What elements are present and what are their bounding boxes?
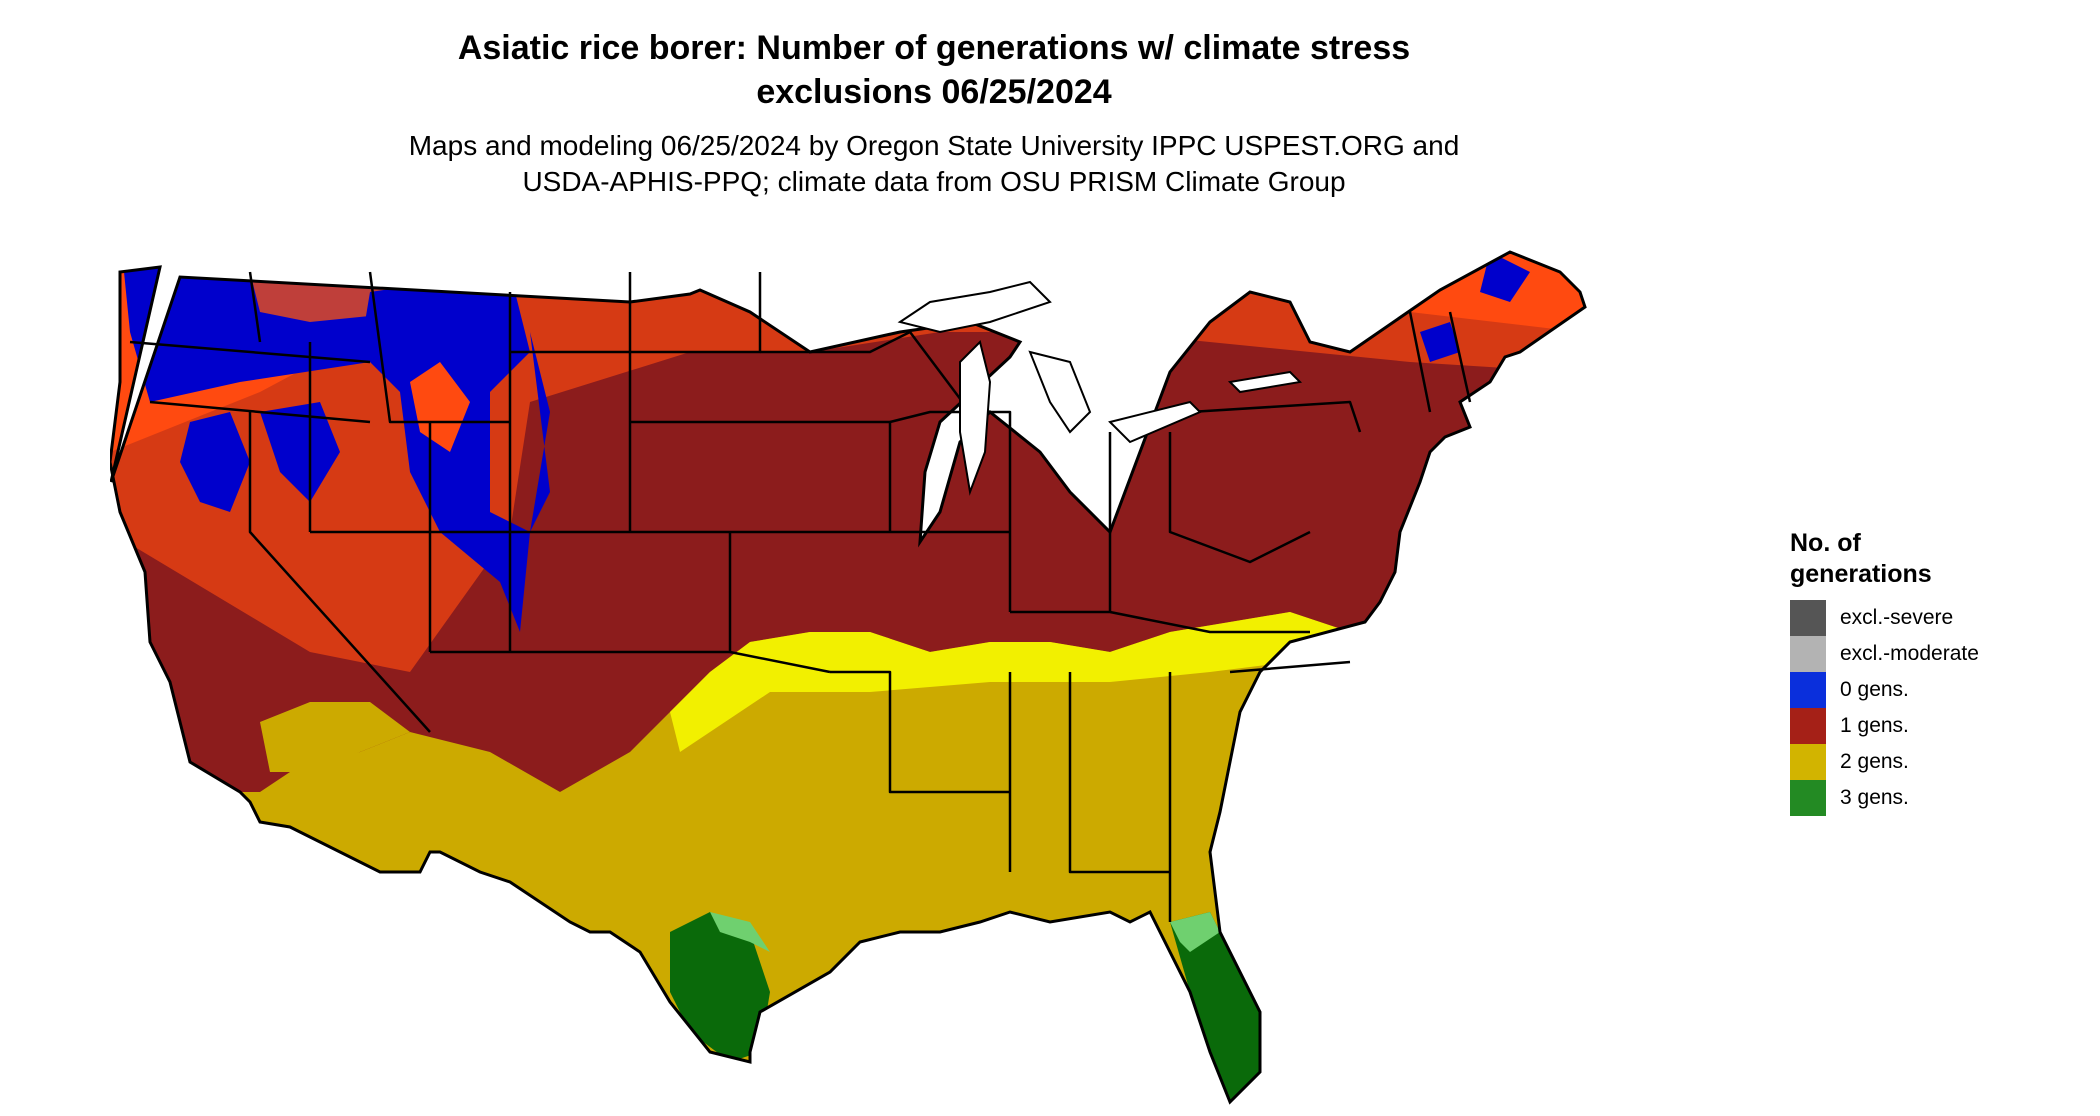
zone-0-gen-maine	[1480, 252, 1530, 302]
lake-superior	[897, 280, 1052, 334]
map-subtitle-line1: Maps and modeling 06/25/2024 by Oregon S…	[408, 130, 1460, 161]
border-wa-id	[248, 271, 262, 343]
border-ca-nv	[248, 412, 431, 733]
border-ar-la	[830, 670, 1010, 794]
legend-label-0-gens: 0 gens.	[1840, 678, 1909, 701]
zone-2-gen-desert	[260, 702, 410, 772]
legend-swatch-3-gens	[1790, 780, 1826, 816]
border-id-mt-wy	[368, 271, 510, 424]
border-al-ga	[1068, 672, 1170, 874]
zone-3-gen-florida	[1170, 912, 1260, 1102]
legend-item-1-gens: 1 gens.	[1790, 708, 2070, 744]
border-nh-me	[1448, 311, 1472, 403]
map-title-line1: Asiatic rice borer: Number of generation…	[457, 29, 1411, 67]
zone-2-gen-light	[670, 612, 1390, 752]
legend-swatch-excl-moderate	[1790, 636, 1826, 672]
legend-title-line1: No. of	[1790, 529, 1861, 557]
legend-swatch-2-gens	[1790, 744, 1826, 780]
map-subtitle: Maps and modeling 06/25/2024 by Oregon S…	[0, 128, 1868, 200]
border-oh-wv-va	[1168, 432, 1311, 564]
legend-label-1-gens: 1 gens.	[1840, 714, 1909, 737]
legend-label-3-gens: 3 gens.	[1840, 786, 1909, 809]
legend-swatch-1-gens	[1790, 708, 1826, 744]
lake-huron	[1028, 350, 1092, 434]
us-map-svg	[110, 250, 1587, 1104]
great-lakes	[897, 280, 1303, 496]
border-tn-ky	[1010, 610, 1310, 634]
border-mn-wi	[760, 330, 971, 413]
zone-0-gen-rockies	[360, 272, 530, 632]
map-subtitle-line2: USDA-APHIS-PPQ; climate data from OSU PR…	[522, 166, 1346, 197]
lake-ontario	[1227, 370, 1303, 394]
legend-title: No. of generations	[1790, 528, 2070, 590]
zone-0-gen-great-basin	[260, 402, 340, 502]
zone-0-gen-adirondacks	[1420, 322, 1460, 362]
legend-item-0-gens: 0 gens.	[1790, 672, 2070, 708]
legend: No. of generations excl.-severe excl.-mo…	[1790, 528, 2070, 816]
legend-label-excl-severe: excl.-severe	[1840, 606, 1954, 629]
legend-item-2-gens: 2 gens.	[1790, 744, 2070, 780]
zone-0-gen-front-range	[530, 332, 550, 532]
border-ok	[728, 532, 831, 674]
zone-1-gen-rockies-patch	[410, 362, 470, 452]
lake-michigan	[959, 340, 992, 496]
lake-erie	[1108, 400, 1202, 444]
zone-0-gen-sierra	[180, 412, 250, 512]
zone-3-gen-south-texas	[670, 912, 770, 1062]
zone-3-gen-florida-light	[1170, 912, 1220, 952]
us-generations-map	[110, 232, 1750, 1112]
border-nc-sc	[1229, 660, 1351, 674]
legend-label-2-gens: 2 gens.	[1840, 750, 1909, 773]
generation-zones	[110, 252, 1585, 1102]
legend-item-3-gens: 3 gens.	[1790, 780, 2070, 816]
border-or-ca-nv	[149, 400, 371, 424]
border-wa-or	[129, 340, 371, 364]
legend-title-line2: generations	[1790, 560, 1932, 588]
map-title-line2: exclusions 06/25/2024	[756, 73, 1112, 111]
legend-label-excl-moderate: excl.-moderate	[1840, 642, 1979, 665]
border-pa-ny	[1189, 400, 1362, 433]
legend-swatch-0-gens	[1790, 672, 1826, 708]
zone-3-gen-texas-light	[710, 912, 770, 952]
map-title: Asiatic rice borer: Number of generation…	[0, 26, 1868, 114]
state-borders	[129, 271, 1472, 922]
legend-swatch-excl-severe	[1790, 600, 1826, 636]
legend-item-excl-moderate: excl.-moderate	[1790, 636, 2070, 672]
border-vt-nh	[1408, 311, 1432, 413]
legend-item-excl-severe: excl.-severe	[1790, 600, 2070, 636]
